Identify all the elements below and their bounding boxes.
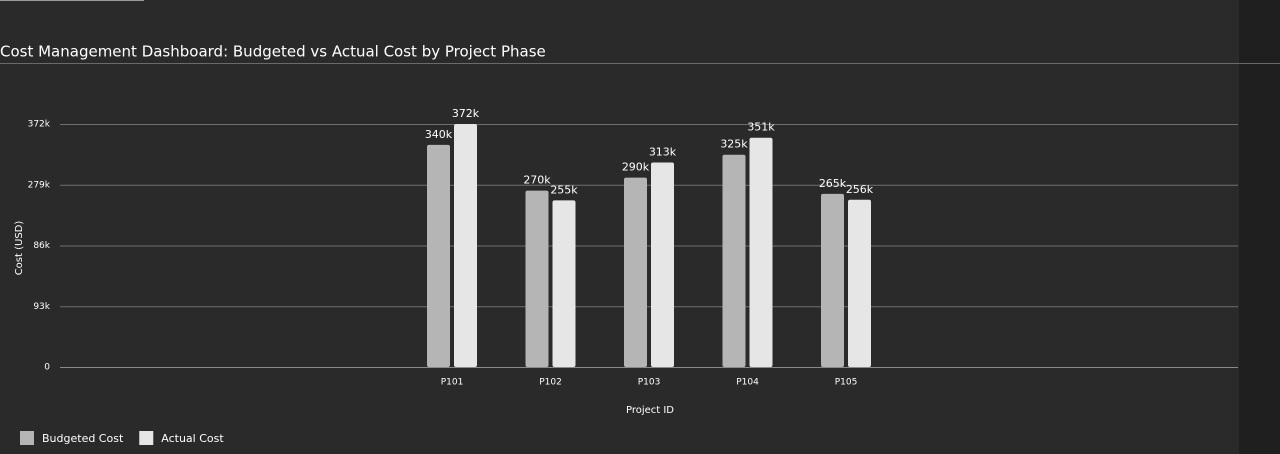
bar — [624, 177, 647, 367]
x-axis-title: Project ID — [626, 405, 674, 416]
legend-swatch — [20, 431, 34, 445]
value-label: 325k — [720, 138, 748, 151]
bar — [749, 137, 773, 367]
value-label: 256k — [846, 183, 874, 196]
value-label: 255k — [550, 183, 578, 196]
y-tick-label: 279k — [28, 180, 51, 190]
y-tick-label: 0 — [44, 363, 50, 373]
y-tick-label: 86k — [33, 241, 50, 251]
legend-swatch — [139, 431, 154, 445]
x-tick-label: P103 — [638, 378, 661, 388]
bar — [848, 199, 871, 367]
value-label: 351k — [747, 121, 775, 134]
y-tick-label: 93k — [33, 302, 50, 312]
x-tick-label: P105 — [835, 378, 858, 388]
panel — [0, 0, 1239, 454]
legend-label: Budgeted Cost — [42, 432, 124, 445]
value-label: 270k — [523, 174, 551, 187]
value-label: 313k — [649, 146, 677, 159]
bar — [722, 154, 746, 367]
value-label: 372k — [452, 107, 480, 120]
bar — [454, 124, 477, 367]
bar — [821, 193, 844, 367]
bar — [651, 162, 674, 367]
x-tick-label: P102 — [539, 378, 562, 388]
value-label: 340k — [425, 128, 453, 141]
value-label: 265k — [819, 177, 847, 190]
bar — [552, 200, 576, 367]
legend-label: Actual Cost — [161, 432, 224, 445]
chart-title: Cost Management Dashboard: Budgeted vs A… — [0, 43, 546, 61]
y-axis-title: Cost (USD) — [14, 221, 25, 276]
x-tick-label: P101 — [441, 378, 464, 388]
bar — [525, 190, 549, 367]
y-tick-label: 372k — [28, 120, 51, 130]
bar — [427, 144, 450, 367]
x-tick-label: P104 — [736, 378, 759, 388]
value-label: 290k — [622, 161, 650, 174]
